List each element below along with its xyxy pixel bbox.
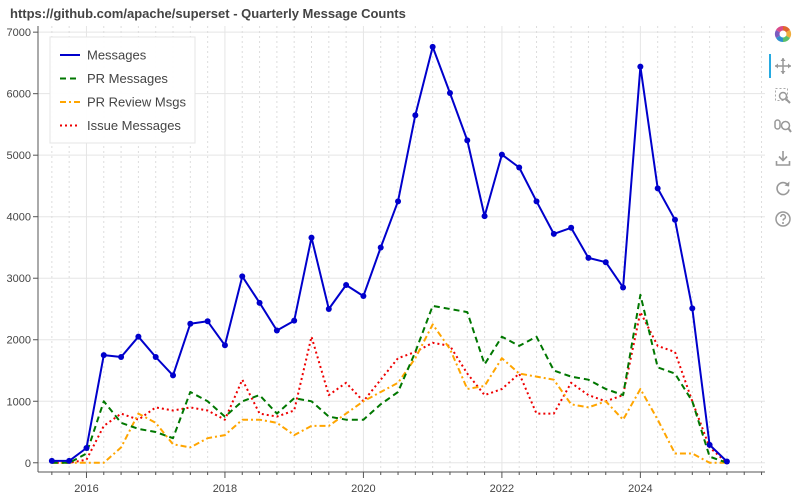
series-layer xyxy=(48,43,730,465)
help-icon[interactable] xyxy=(768,207,798,231)
plot-area[interactable]: 0 1000 2000 3000 4000 5000 6000 7000 2016 2018 202… xyxy=(0,0,766,500)
wheel-zoom-icon[interactable] xyxy=(768,114,798,138)
x-tick-label: 2020 xyxy=(351,483,375,495)
data-point-messages[interactable] xyxy=(308,234,315,241)
data-point-messages[interactable] xyxy=(654,185,661,192)
data-point-messages[interactable] xyxy=(239,273,246,280)
y-tick-label: 5000 xyxy=(7,150,31,162)
y-tick-label: 2000 xyxy=(7,335,31,347)
data-point-messages[interactable] xyxy=(533,198,540,205)
legend-label-issue-messages[interactable]: Issue Messages xyxy=(87,118,181,133)
legend-label-pr-review-msgs[interactable]: PR Review Msgs xyxy=(87,95,186,110)
x-tick-label: 2018 xyxy=(213,483,237,495)
y-tick-label: 6000 xyxy=(7,89,31,101)
y-tick-label: 7000 xyxy=(7,27,31,39)
active-tool-indicator xyxy=(769,54,771,78)
data-point-messages[interactable] xyxy=(66,457,73,464)
series-line-pr-messages xyxy=(51,293,728,464)
data-point-messages[interactable] xyxy=(395,198,402,205)
x-tick-label: 2024 xyxy=(628,483,652,495)
data-point-messages[interactable] xyxy=(48,457,55,464)
data-point-messages[interactable] xyxy=(446,90,453,97)
data-point-messages[interactable] xyxy=(118,353,125,360)
data-point-messages[interactable] xyxy=(83,445,90,452)
pan-icon[interactable] xyxy=(768,54,798,78)
data-point-messages[interactable] xyxy=(170,372,177,379)
y-tick-label: 4000 xyxy=(7,212,31,224)
data-point-messages[interactable] xyxy=(464,137,471,144)
data-point-messages[interactable] xyxy=(204,318,211,325)
data-point-messages[interactable] xyxy=(706,441,713,448)
data-point-messages[interactable] xyxy=(602,259,609,266)
x-tick-label: 2016 xyxy=(74,483,98,495)
data-point-messages[interactable] xyxy=(343,281,350,288)
axes: 0 1000 2000 3000 4000 5000 6000 7000 2016 2018 202… xyxy=(7,26,765,495)
data-point-messages[interactable] xyxy=(637,63,644,70)
data-point-messages[interactable] xyxy=(100,352,107,359)
box-zoom-icon[interactable] xyxy=(768,84,798,108)
y-tick-label: 1000 xyxy=(7,396,31,408)
data-point-messages[interactable] xyxy=(498,151,505,158)
data-point-messages[interactable] xyxy=(256,299,263,306)
data-point-messages[interactable] xyxy=(550,230,557,237)
data-point-messages[interactable] xyxy=(325,305,332,312)
data-point-messages[interactable] xyxy=(429,43,436,50)
data-point-messages[interactable] xyxy=(689,305,696,312)
data-point-messages[interactable] xyxy=(377,244,384,251)
data-point-messages[interactable] xyxy=(187,320,194,327)
data-point-messages[interactable] xyxy=(481,213,488,220)
data-point-messages[interactable] xyxy=(568,224,575,231)
legend-label-messages[interactable]: Messages xyxy=(87,48,147,63)
data-point-messages[interactable] xyxy=(135,333,142,340)
data-point-messages[interactable] xyxy=(620,284,627,291)
series-line-messages xyxy=(51,45,728,463)
data-point-messages[interactable] xyxy=(221,342,228,349)
reset-icon[interactable] xyxy=(768,176,798,200)
data-point-messages[interactable] xyxy=(671,216,678,223)
bokeh-logo-icon[interactable] xyxy=(768,22,798,46)
data-point-messages[interactable] xyxy=(291,317,298,324)
save-icon[interactable] xyxy=(768,146,798,170)
data-point-messages[interactable] xyxy=(273,327,280,334)
data-point-messages[interactable] xyxy=(152,353,159,360)
legend-label-pr-messages[interactable]: PR Messages xyxy=(87,71,168,86)
chart-title: https://github.com/apache/superset - Qua… xyxy=(10,6,406,21)
data-point-messages[interactable] xyxy=(585,254,592,261)
x-tick-label: 2022 xyxy=(490,483,514,495)
y-tick-label: 3000 xyxy=(7,273,31,285)
legend[interactable]: Messages PR Messages PR Review Msgs Issue M… xyxy=(49,36,196,144)
data-point-messages[interactable] xyxy=(516,164,523,171)
y-tick-label: 0 xyxy=(25,458,31,470)
data-point-messages[interactable] xyxy=(412,112,419,119)
grid xyxy=(38,26,765,472)
data-point-messages[interactable] xyxy=(360,293,367,300)
data-point-messages[interactable] xyxy=(723,458,730,465)
